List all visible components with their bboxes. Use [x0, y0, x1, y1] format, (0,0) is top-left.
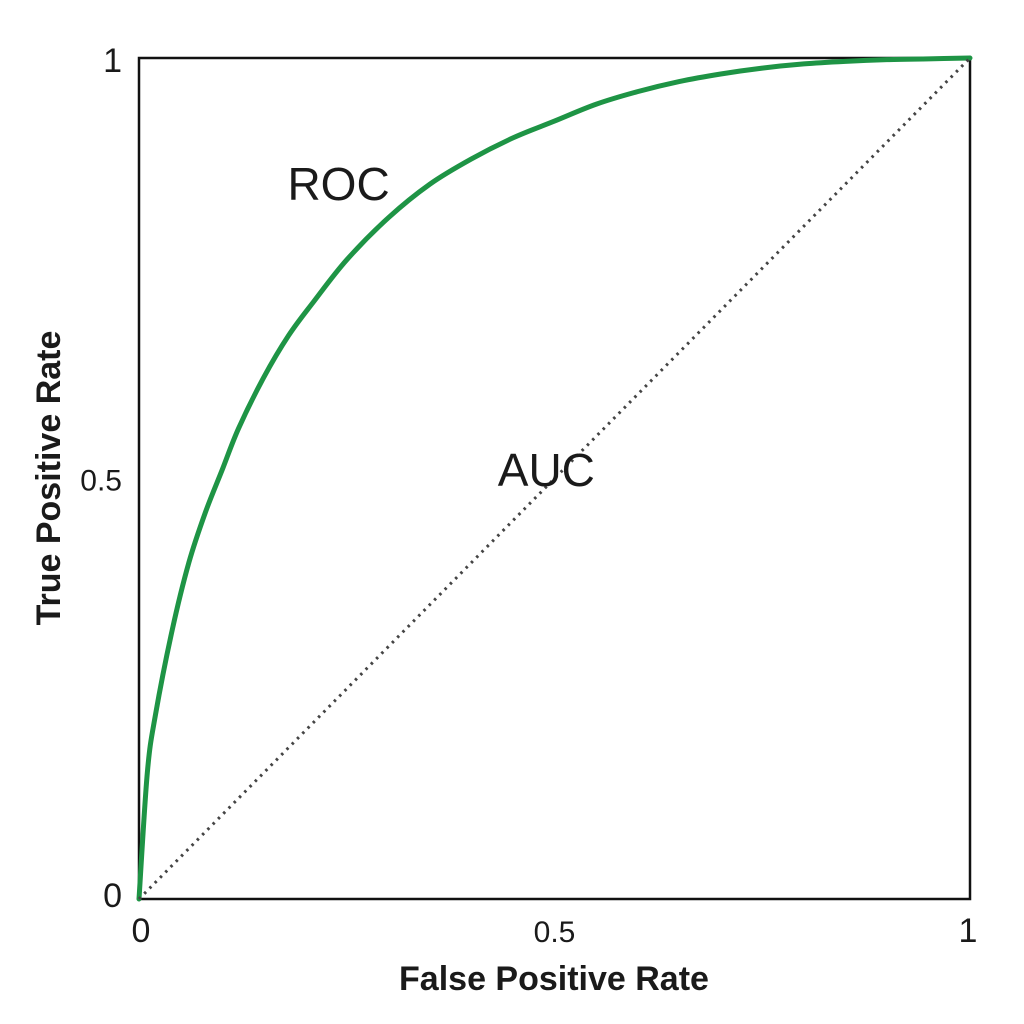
roc-curve-line — [136, 55, 973, 902]
auc-annotation: AUC — [498, 444, 595, 496]
y-tick-label: 1 — [103, 42, 122, 80]
y-tick-label: 0.5 — [80, 465, 122, 498]
x-tick-label: 1 — [959, 912, 978, 950]
annotation-layer: ROC AUC — [287, 158, 594, 496]
roc-annotation: ROC — [287, 158, 389, 210]
y-tick-label: 0 — [103, 877, 122, 915]
series-layer — [136, 55, 973, 902]
x-tick-label: 0 — [132, 912, 151, 950]
x-tick-label: 0.5 — [534, 916, 576, 949]
y-axis-label: True Positive Rate — [30, 331, 68, 626]
diagonal-reference-line — [137, 56, 972, 901]
x-axis-label: False Positive Rate — [399, 960, 709, 998]
tick-layer: 0 0.5 1 0 0.5 1 — [80, 42, 977, 950]
plot-frame — [137, 56, 972, 901]
